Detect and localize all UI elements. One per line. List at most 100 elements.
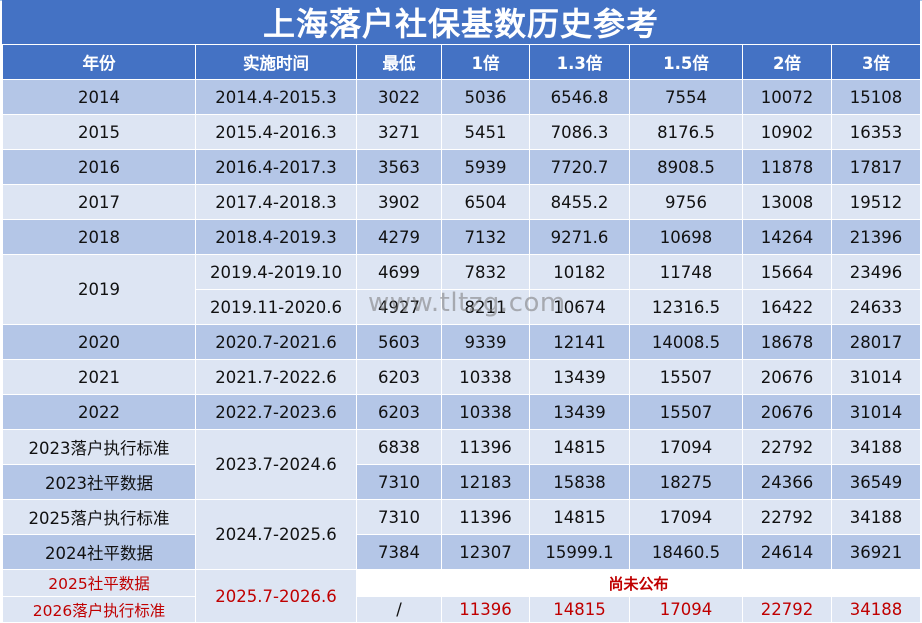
- header-year: 年份: [2, 44, 196, 80]
- min-cell: 3902: [356, 184, 442, 220]
- header-2x: 2倍: [742, 44, 832, 80]
- x15-cell: 15507: [629, 394, 743, 430]
- x2-cell: 22792: [742, 429, 832, 465]
- year-cell: 2014: [2, 79, 196, 115]
- x1-cell: 9339: [441, 324, 530, 360]
- period-cell: 2017.4-2018.3: [195, 184, 357, 220]
- x3-cell: 16353: [831, 114, 921, 150]
- x3-cell: 31014: [831, 359, 921, 395]
- header-min: 最低: [356, 44, 442, 80]
- x13-cell: 8455.2: [529, 184, 630, 220]
- header-1-5x: 1.5倍: [629, 44, 743, 80]
- x1-cell: 10338: [441, 359, 530, 395]
- x1-cell: 12183: [441, 464, 530, 500]
- x3-cell: 21396: [831, 219, 921, 255]
- x13-cell: 13439: [529, 359, 630, 395]
- x1-cell: 12307: [441, 534, 530, 570]
- x3-cell: 31014: [831, 394, 921, 430]
- period-cell: 2024.7-2025.6: [195, 499, 357, 570]
- header-1-3x: 1.3倍: [529, 44, 630, 80]
- x13-cell: 15999.1: [529, 534, 630, 570]
- x13-cell: 14815: [529, 429, 630, 465]
- min-cell: 4279: [356, 219, 442, 255]
- x2-cell: 16422: [742, 289, 832, 325]
- x13-cell: 15838: [529, 464, 630, 500]
- header-1x: 1倍: [441, 44, 530, 80]
- table-row: 2020 2020.7-2021.6 5603 9339 12141 14008…: [2, 324, 921, 360]
- x2-cell: 14264: [742, 219, 832, 255]
- header-period: 实施时间: [195, 44, 357, 80]
- period-cell: 2022.7-2023.6: [195, 394, 357, 430]
- min-cell: 3271: [356, 114, 442, 150]
- table-row: 2025落户执行标准 2024.7-2025.6 7310 11396 1481…: [2, 499, 921, 570]
- year-cell: 2016: [2, 149, 196, 185]
- min-cell: 7310: [356, 464, 442, 500]
- table-row: 2018 2018.4-2019.3 4279 7132 9271.6 1069…: [2, 219, 921, 255]
- table-row: 2019 2019.4-2019.10 4699 7832 10182 1174…: [2, 254, 921, 325]
- x2-cell: 20676: [742, 394, 832, 430]
- x1-cell: 7832: [441, 254, 530, 290]
- min-cell: 5603: [356, 324, 442, 360]
- x1-cell: 5451: [441, 114, 530, 150]
- x2-cell: 10072: [742, 79, 832, 115]
- table-row: 2023社平数据 7310 12183 15838 18275 24366 36…: [2, 464, 921, 500]
- not-published-notice: 尚未公布: [356, 569, 921, 597]
- x15-cell: 10698: [629, 219, 743, 255]
- x3-cell: 36549: [831, 464, 921, 500]
- header-3x: 3倍: [831, 44, 921, 80]
- min-cell: 4927: [356, 289, 442, 325]
- x13-cell: 7086.3: [529, 114, 630, 150]
- min-cell: 6203: [356, 359, 442, 395]
- social-security-base-table: 年份 实施时间 最低 1倍 1.3倍 1.5倍 2倍 3倍 2014 2014.…: [2, 44, 921, 623]
- period-cell: 2025.7-2026.6: [195, 569, 357, 623]
- period-cell: 2016.4-2017.3: [195, 149, 357, 185]
- x3-cell: 34188: [831, 429, 921, 465]
- period-cell: 2019.11-2020.6: [195, 289, 357, 325]
- table-row: 2014 2014.4-2015.3 3022 5036 6546.8 7554…: [2, 79, 921, 115]
- x3-cell: 24633: [831, 289, 921, 325]
- period-cell: 2019.4-2019.10: [195, 254, 357, 290]
- x2-cell: 11878: [742, 149, 832, 185]
- year-cell: 2025社平数据: [2, 569, 196, 597]
- header-row: 年份 实施时间 最低 1倍 1.3倍 1.5倍 2倍 3倍: [2, 44, 921, 80]
- table-row: 2026落户执行标准 / 11396 14815 17094 22792 341…: [2, 596, 921, 623]
- x13-cell: 13439: [529, 394, 630, 430]
- year-cell: 2026落户执行标准: [2, 596, 196, 623]
- table-row: 2023落户执行标准 2023.7-2024.6 6838 11396 1481…: [2, 429, 921, 500]
- x13-cell: 12141: [529, 324, 630, 360]
- min-cell: 3022: [356, 79, 442, 115]
- x1-cell: 11396: [441, 429, 530, 465]
- year-cell: 2022: [2, 394, 196, 430]
- table-row: 2015 2015.4-2016.3 3271 5451 7086.3 8176…: [2, 114, 921, 150]
- x15-cell: 7554: [629, 79, 743, 115]
- year-cell: 2018: [2, 219, 196, 255]
- x13-cell: 14815: [529, 596, 630, 623]
- x2-cell: 20676: [742, 359, 832, 395]
- page-title: 上海落户社保基数历史参考: [2, 0, 920, 44]
- x1-cell: 10338: [441, 394, 530, 430]
- x1-cell: 8211: [441, 289, 530, 325]
- table-row: 2022 2022.7-2023.6 6203 10338 13439 1550…: [2, 394, 921, 430]
- x2-cell: 22792: [742, 499, 832, 535]
- table-row: 2024社平数据 7384 12307 15999.1 18460.5 2461…: [2, 534, 921, 570]
- x15-cell: 8908.5: [629, 149, 743, 185]
- min-cell: 6203: [356, 394, 442, 430]
- period-cell: 2018.4-2019.3: [195, 219, 357, 255]
- min-cell: 7384: [356, 534, 442, 570]
- x13-cell: 14815: [529, 499, 630, 535]
- table-row: 2021 2021.7-2022.6 6203 10338 13439 1550…: [2, 359, 921, 395]
- x3-cell: 15108: [831, 79, 921, 115]
- year-cell: 2021: [2, 359, 196, 395]
- x1-cell: 7132: [441, 219, 530, 255]
- x15-cell: 15507: [629, 359, 743, 395]
- table-row: 2025社平数据 2025.7-2026.6 尚未公布: [2, 569, 921, 623]
- year-cell: 2024社平数据: [2, 534, 196, 570]
- min-cell: 4699: [356, 254, 442, 290]
- year-cell: 2023社平数据: [2, 464, 196, 500]
- x15-cell: 11748: [629, 254, 743, 290]
- x15-cell: 8176.5: [629, 114, 743, 150]
- x15-cell: 18460.5: [629, 534, 743, 570]
- x1-cell: 11396: [441, 596, 530, 623]
- x2-cell: 10902: [742, 114, 832, 150]
- x15-cell: 17094: [629, 596, 743, 623]
